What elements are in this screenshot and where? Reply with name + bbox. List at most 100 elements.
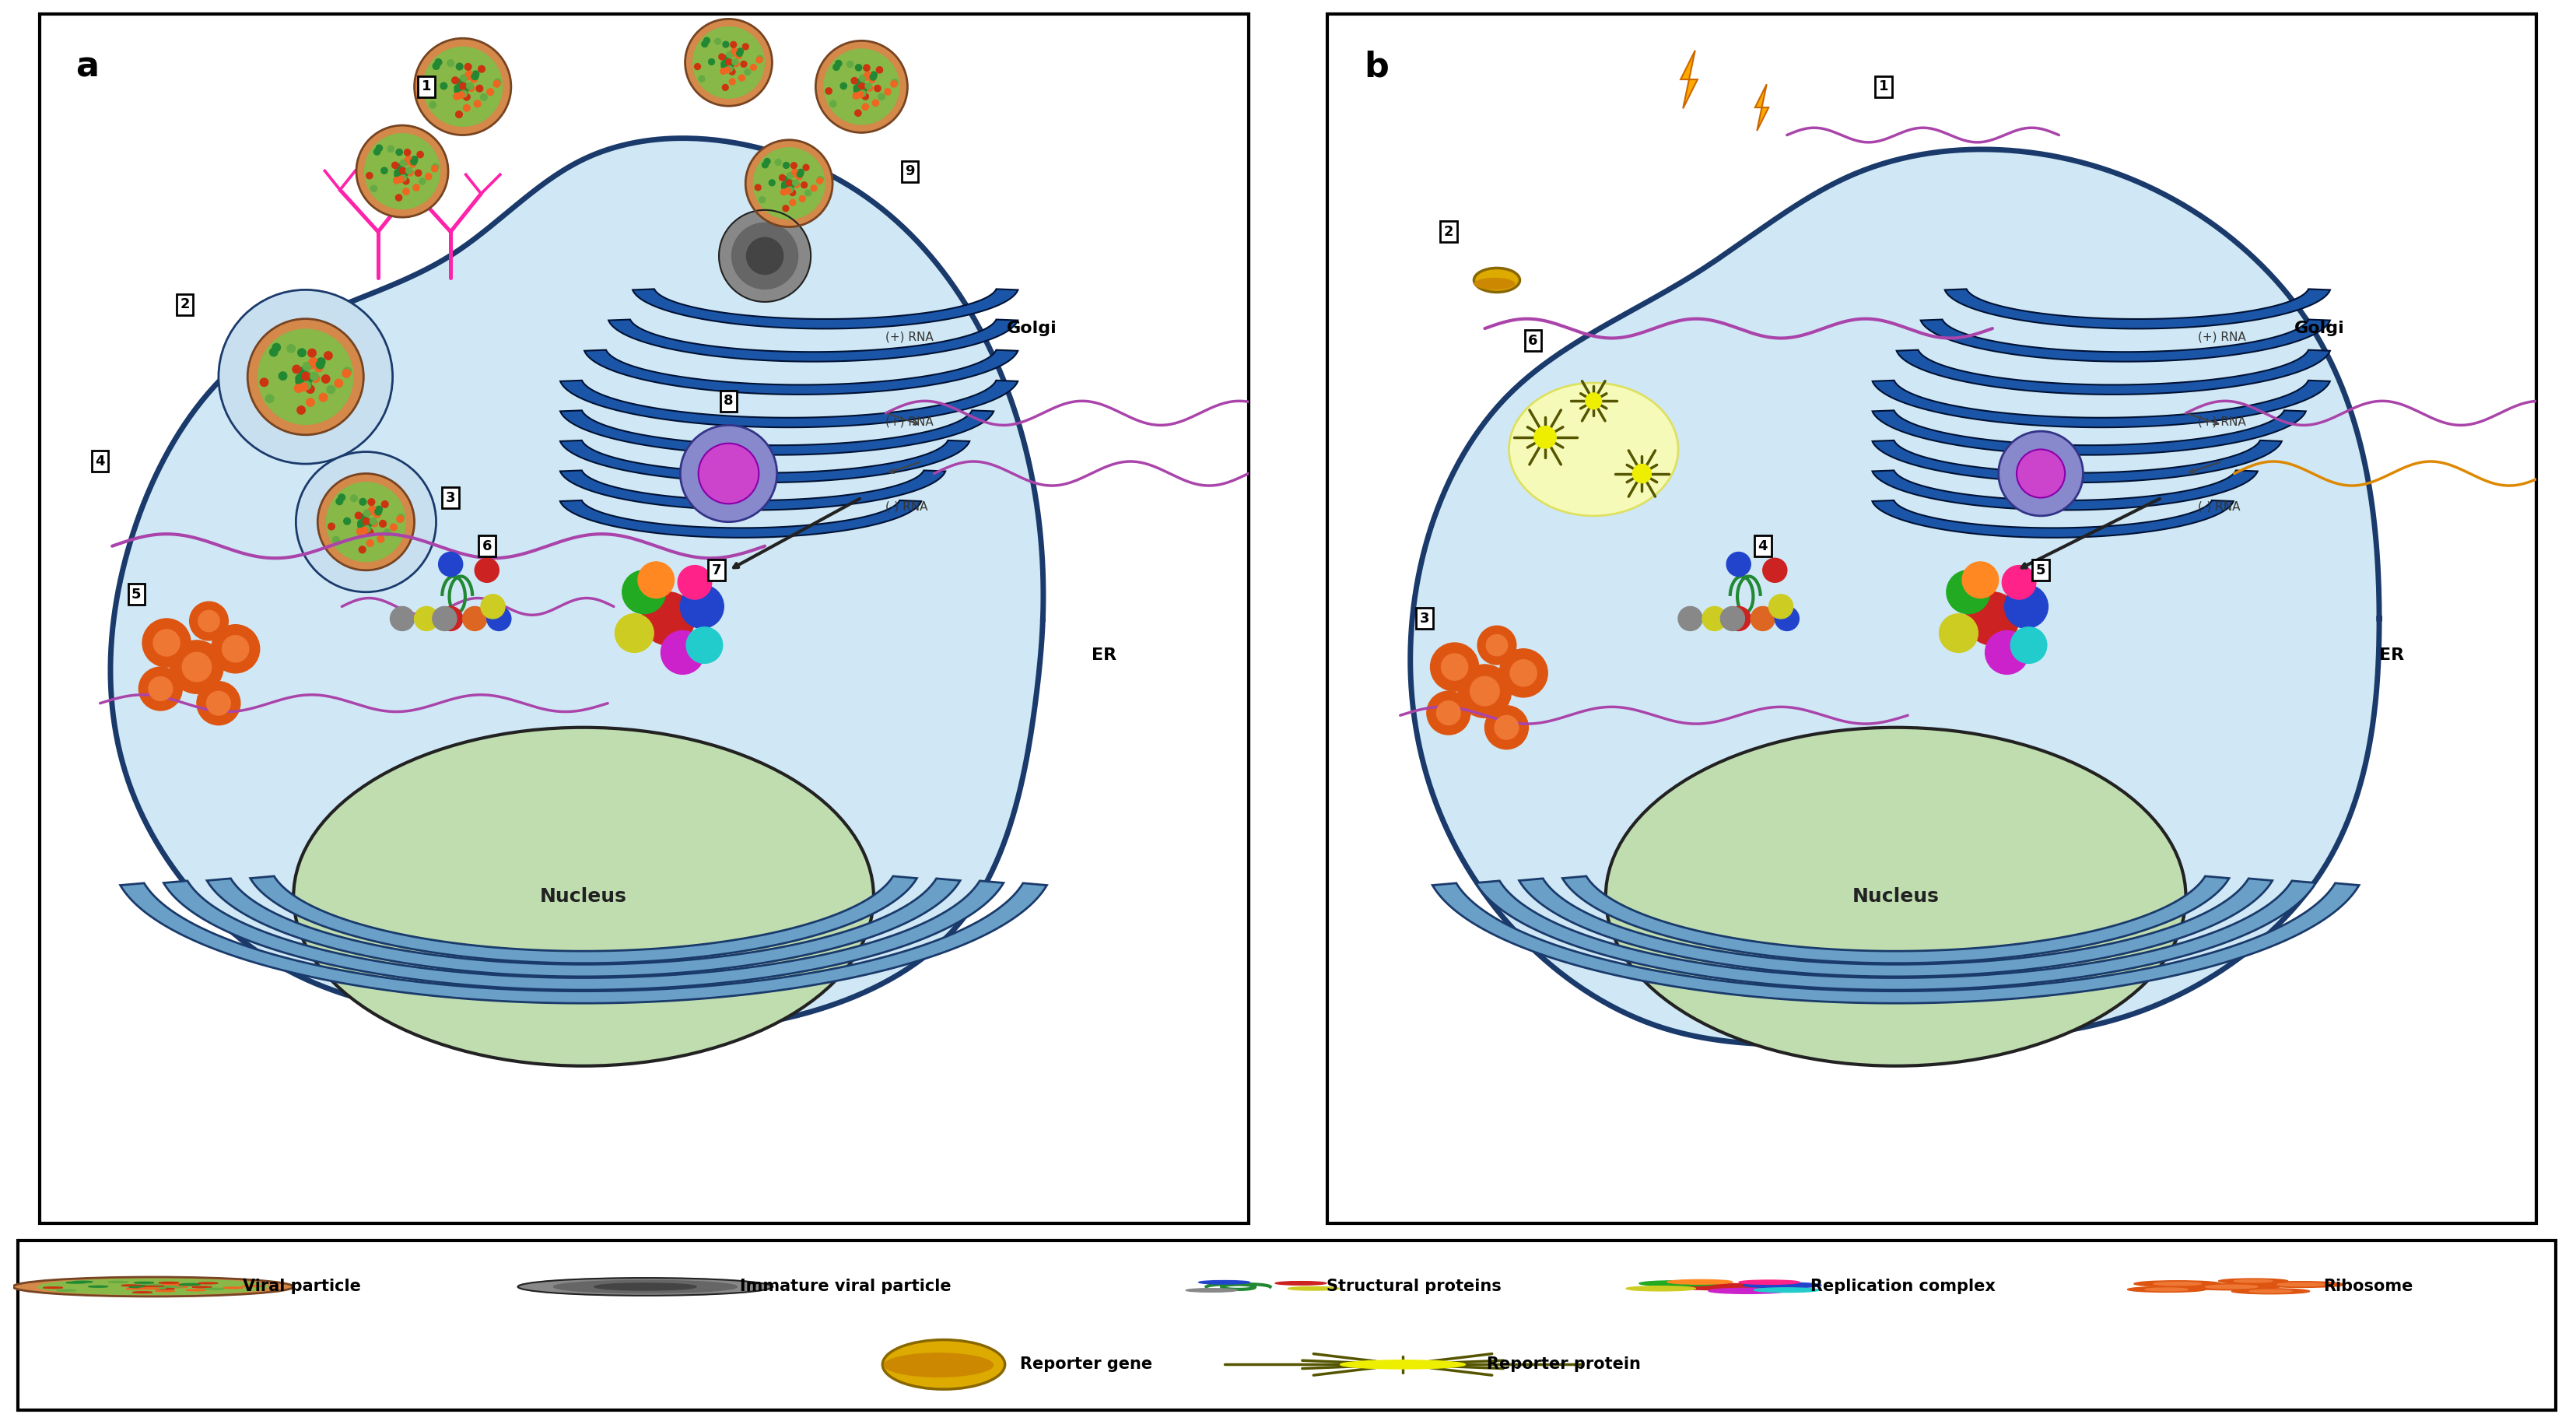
Text: 5: 5 — [2035, 563, 2045, 577]
Circle shape — [732, 41, 737, 48]
Circle shape — [1288, 1287, 1340, 1290]
Circle shape — [404, 156, 412, 163]
Circle shape — [495, 79, 500, 85]
Circle shape — [848, 61, 853, 68]
Polygon shape — [559, 410, 994, 455]
Circle shape — [1484, 706, 1528, 749]
Circle shape — [366, 134, 440, 209]
Circle shape — [855, 86, 860, 93]
Circle shape — [343, 518, 350, 525]
Circle shape — [858, 83, 866, 90]
Circle shape — [2184, 1284, 2280, 1290]
Circle shape — [451, 76, 459, 83]
Circle shape — [415, 38, 510, 136]
Circle shape — [399, 168, 407, 174]
Circle shape — [752, 147, 824, 219]
Circle shape — [811, 185, 817, 191]
Circle shape — [296, 406, 304, 414]
Circle shape — [471, 71, 479, 78]
Circle shape — [817, 178, 822, 184]
Circle shape — [260, 378, 268, 386]
Circle shape — [855, 79, 863, 86]
Circle shape — [374, 148, 381, 156]
Circle shape — [327, 386, 335, 393]
Circle shape — [1726, 607, 1752, 631]
Circle shape — [677, 566, 711, 600]
Circle shape — [296, 452, 435, 592]
Circle shape — [415, 607, 438, 631]
Circle shape — [1775, 607, 1798, 631]
Text: 8: 8 — [724, 395, 734, 409]
Circle shape — [1744, 1282, 1821, 1288]
Polygon shape — [1922, 320, 2331, 362]
Circle shape — [737, 51, 742, 57]
Polygon shape — [1520, 878, 2272, 977]
Circle shape — [685, 18, 773, 106]
Circle shape — [394, 170, 402, 175]
Circle shape — [698, 76, 706, 82]
Circle shape — [361, 515, 366, 520]
Text: (+) RNA: (+) RNA — [886, 331, 933, 344]
Circle shape — [440, 82, 448, 89]
Circle shape — [309, 358, 317, 366]
Circle shape — [696, 64, 701, 69]
Circle shape — [595, 1284, 696, 1290]
Circle shape — [363, 519, 371, 525]
Polygon shape — [559, 380, 1018, 427]
Circle shape — [304, 362, 312, 370]
Circle shape — [317, 474, 415, 570]
Circle shape — [438, 607, 464, 631]
Circle shape — [863, 65, 871, 71]
Ellipse shape — [294, 727, 873, 1066]
Circle shape — [1762, 559, 1788, 583]
Circle shape — [850, 78, 858, 83]
Circle shape — [786, 181, 791, 187]
Circle shape — [1479, 626, 1517, 665]
Circle shape — [863, 93, 868, 100]
Circle shape — [379, 520, 386, 527]
Circle shape — [456, 112, 464, 117]
Circle shape — [361, 527, 368, 533]
Circle shape — [799, 170, 804, 175]
Circle shape — [392, 163, 399, 168]
Circle shape — [371, 520, 379, 526]
Circle shape — [363, 516, 371, 523]
Circle shape — [474, 559, 500, 583]
Polygon shape — [1873, 471, 2257, 510]
Circle shape — [312, 375, 319, 383]
Circle shape — [734, 61, 739, 66]
Circle shape — [402, 170, 407, 175]
Circle shape — [327, 482, 404, 561]
Circle shape — [853, 88, 860, 93]
Circle shape — [366, 540, 374, 547]
Circle shape — [407, 170, 412, 175]
Circle shape — [641, 592, 696, 645]
Circle shape — [399, 168, 404, 174]
Circle shape — [729, 79, 734, 85]
Circle shape — [737, 52, 742, 59]
Circle shape — [448, 59, 453, 66]
Circle shape — [366, 520, 371, 527]
Circle shape — [149, 677, 173, 701]
Circle shape — [737, 48, 744, 54]
Circle shape — [760, 197, 765, 202]
Circle shape — [1275, 1281, 1327, 1285]
Circle shape — [309, 372, 319, 380]
Circle shape — [433, 607, 456, 631]
Circle shape — [788, 187, 793, 192]
Circle shape — [389, 607, 415, 631]
Polygon shape — [1564, 877, 2228, 963]
Circle shape — [724, 55, 729, 62]
Ellipse shape — [1605, 727, 2187, 1066]
Circle shape — [714, 38, 721, 44]
Circle shape — [1198, 1281, 1249, 1284]
Polygon shape — [1680, 51, 1698, 109]
Circle shape — [793, 180, 799, 185]
Circle shape — [358, 522, 366, 529]
Circle shape — [343, 368, 350, 376]
Circle shape — [693, 27, 765, 98]
Circle shape — [397, 195, 402, 201]
Circle shape — [755, 184, 760, 191]
Circle shape — [2154, 1282, 2202, 1285]
Circle shape — [783, 184, 788, 189]
